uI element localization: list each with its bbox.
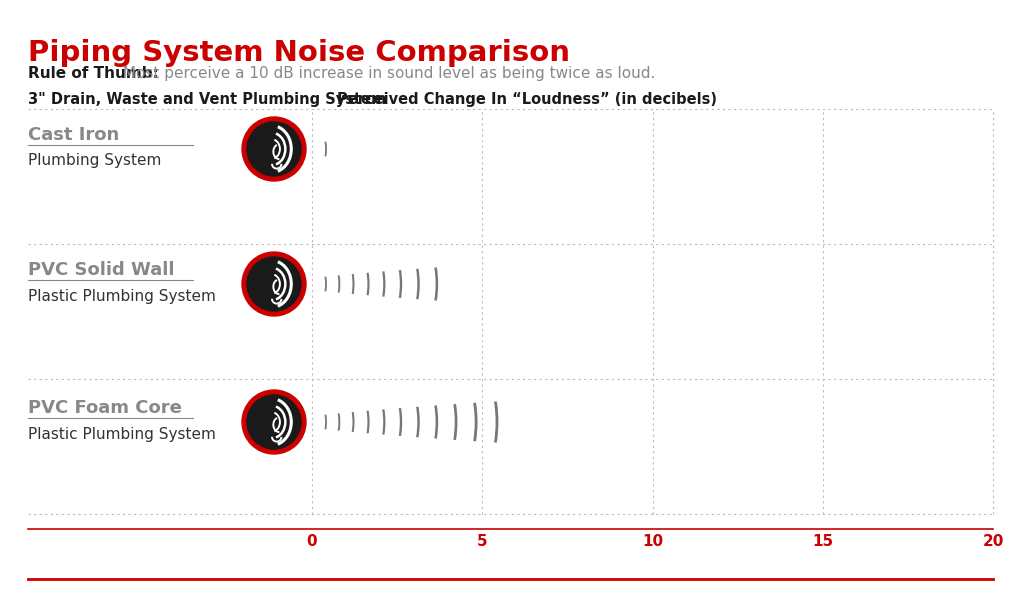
Text: Piping System Noise Comparison: Piping System Noise Comparison bbox=[28, 39, 570, 67]
Circle shape bbox=[242, 390, 306, 454]
Circle shape bbox=[247, 122, 301, 176]
Text: PVC Foam Core: PVC Foam Core bbox=[28, 399, 182, 417]
Circle shape bbox=[242, 117, 306, 181]
Text: Perceived Change In “Loudness” (in decibels): Perceived Change In “Loudness” (in decib… bbox=[337, 92, 717, 107]
Text: 3" Drain, Waste and Vent Plumbing System: 3" Drain, Waste and Vent Plumbing System bbox=[28, 92, 386, 107]
Text: PVC Solid Wall: PVC Solid Wall bbox=[28, 261, 174, 279]
Circle shape bbox=[247, 395, 301, 449]
Text: 15: 15 bbox=[812, 534, 834, 549]
Text: Plastic Plumbing System: Plastic Plumbing System bbox=[28, 289, 216, 303]
Text: 0: 0 bbox=[306, 534, 317, 549]
Text: 10: 10 bbox=[642, 534, 664, 549]
Text: Rule of Thumb:: Rule of Thumb: bbox=[28, 66, 159, 81]
Circle shape bbox=[247, 257, 301, 311]
Text: Plumbing System: Plumbing System bbox=[28, 154, 162, 168]
Text: Plastic Plumbing System: Plastic Plumbing System bbox=[28, 427, 216, 441]
Text: Cast Iron: Cast Iron bbox=[28, 126, 119, 144]
Text: 20: 20 bbox=[982, 534, 1004, 549]
Text: 5: 5 bbox=[477, 534, 487, 549]
Text: Most perceive a 10 dB increase in sound level as being twice as loud.: Most perceive a 10 dB increase in sound … bbox=[118, 66, 655, 81]
Circle shape bbox=[242, 252, 306, 316]
